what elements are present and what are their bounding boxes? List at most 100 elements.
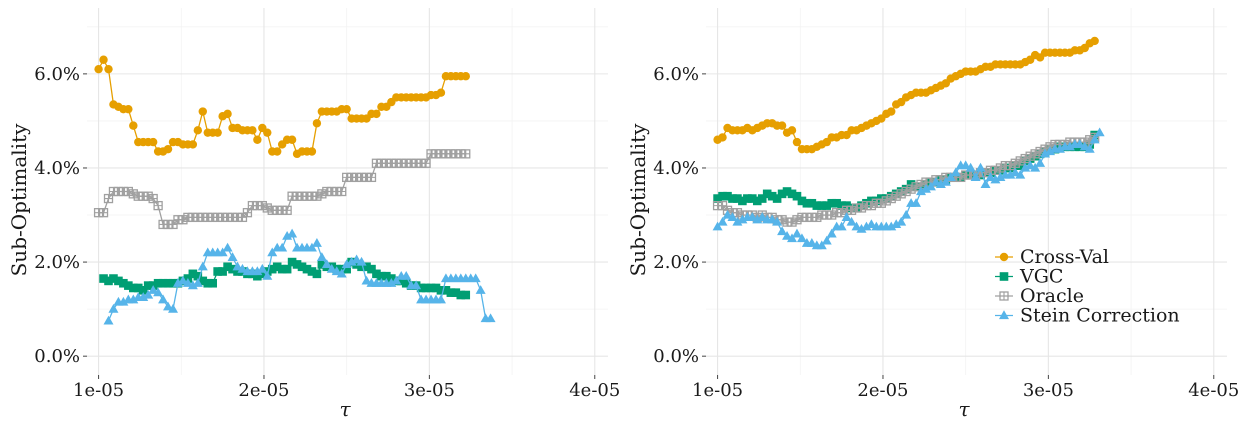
left-x-tick-label: 3e-05 [404, 380, 455, 401]
right-cross-val-point [777, 121, 787, 130]
left-vgc-point [357, 262, 366, 272]
left-stein-correction-point [361, 275, 372, 285]
left-x-tick-label: 2e-05 [238, 380, 289, 401]
legend-item-stein-correction: Stein Correction [995, 305, 1180, 327]
left-vgc-point [109, 274, 118, 283]
right-oracle-point [787, 217, 797, 227]
left-y-tick-label: 6.0% [34, 64, 80, 85]
right-series-stein-correction [712, 127, 1105, 250]
right-grid [706, 8, 1227, 375]
left-cross-val-point [287, 135, 297, 144]
left-vgc-point [382, 271, 391, 281]
right-oracle-point [812, 212, 822, 223]
legend-label-vgc: VGC [1019, 266, 1063, 288]
left-cross-val-point [223, 109, 232, 119]
left-cross-val-point [94, 64, 103, 74]
left-stein-correction-point [118, 296, 129, 306]
left-stein-correction-point [232, 261, 243, 271]
right-stein-correction-point [950, 167, 961, 177]
right-oracle-point [836, 208, 847, 218]
left-stein-correction-point [282, 230, 293, 240]
right-stein-correction-point [1025, 160, 1036, 170]
right-stein-correction-point [841, 212, 852, 221]
right-stein-correction-point [791, 228, 802, 238]
left-cross-val-point [461, 72, 470, 81]
right-y-tick-labels: 0.0% 2.0% 4.0% 6.0% [653, 64, 706, 367]
left-vgc-point [292, 260, 302, 269]
right-vgc-point [767, 191, 777, 201]
left-oracle-point [98, 208, 109, 218]
left-stein-correction-point [267, 247, 278, 257]
left-stein-correction-point [321, 259, 332, 269]
right-stein-correction-point [752, 214, 763, 224]
left-oracle-point [461, 149, 471, 159]
left-stein-correction-point [128, 294, 139, 304]
right-stein-correction-point [722, 209, 733, 219]
left-vgc-point [272, 262, 282, 272]
right-stein-correction-point [856, 223, 867, 233]
right-oracle-point [995, 163, 1006, 173]
right-cross-val-point [792, 137, 802, 147]
right-stein-correction-point [975, 162, 986, 172]
left-cross-val-point [213, 128, 222, 137]
left-vgc-point [456, 290, 466, 300]
right-stein-correction-point [990, 174, 1001, 184]
left-vgc-point [317, 260, 327, 269]
left-oracle-point [421, 158, 431, 168]
right-oracle-point [886, 193, 896, 204]
right-stein-correction-point [1079, 141, 1090, 151]
left-vgc-point [396, 276, 406, 286]
left-stein-correction-point [192, 278, 203, 287]
right-oracle-point [732, 208, 743, 218]
right-stein-correction-point [935, 179, 946, 189]
left-vgc-point [297, 262, 307, 272]
left-vgc-point [119, 278, 128, 288]
right-oracle-point [792, 215, 802, 225]
left-series-oracle [93, 149, 471, 230]
right-stein-correction-point [772, 216, 783, 226]
left-x-tick-label: 1e-05 [73, 380, 124, 401]
left-stein-correction-point [182, 278, 193, 287]
right-vgc-point [723, 191, 732, 201]
right-stein-correction-point [1020, 162, 1031, 172]
right-oracle-point [956, 172, 966, 183]
right-series-cross-val [713, 36, 1099, 154]
right-oracle-point [717, 200, 728, 211]
right-vgc-point [812, 201, 822, 210]
right-vgc-point [827, 198, 837, 208]
right-stein-correction-point [782, 230, 793, 240]
left-vgc-point [401, 278, 411, 288]
right-vgc-point [817, 201, 827, 210]
legend-label-cross-val: Cross-Val [1020, 246, 1109, 268]
left-cross-val-point [124, 104, 133, 114]
right-vgc-point [713, 194, 722, 203]
left-stein-correction-point [108, 303, 119, 313]
right-vgc-point [832, 198, 841, 208]
legend-marker-stein-correction [999, 310, 1009, 320]
right-y-tick-label: 0.0% [653, 346, 699, 367]
left-vgc-point [258, 269, 267, 279]
left-x-axis-title: τ [339, 397, 351, 421]
left-vgc-point [302, 264, 312, 274]
right-oracle-point [1020, 153, 1030, 164]
left-oracle-point [153, 200, 163, 211]
left-y-tick-labels: 0.0% 2.0% 4.0% 6.0% [34, 64, 87, 367]
right-stein-correction-point [732, 216, 743, 226]
left-vgc-point [287, 257, 297, 267]
right-stein-correction-point [821, 235, 832, 245]
legend-item-vgc: VGC [995, 266, 1063, 288]
right-stein-correction-point [1074, 139, 1085, 149]
right-vgc-point [877, 194, 886, 203]
left-oracle-point [168, 219, 178, 230]
left-cross-val-point [436, 88, 446, 97]
left-oracle-point [366, 172, 377, 183]
left-vgc-point [352, 260, 361, 269]
legend-item-cross-val: Cross-Val [995, 246, 1109, 268]
right-stein-correction-point [1064, 141, 1075, 151]
left-vgc-point [153, 278, 163, 288]
right-series-layer [712, 36, 1105, 250]
left-oracle-point [282, 205, 292, 215]
left-oracle-point [242, 208, 253, 218]
right-stein-correction-point [985, 172, 996, 181]
